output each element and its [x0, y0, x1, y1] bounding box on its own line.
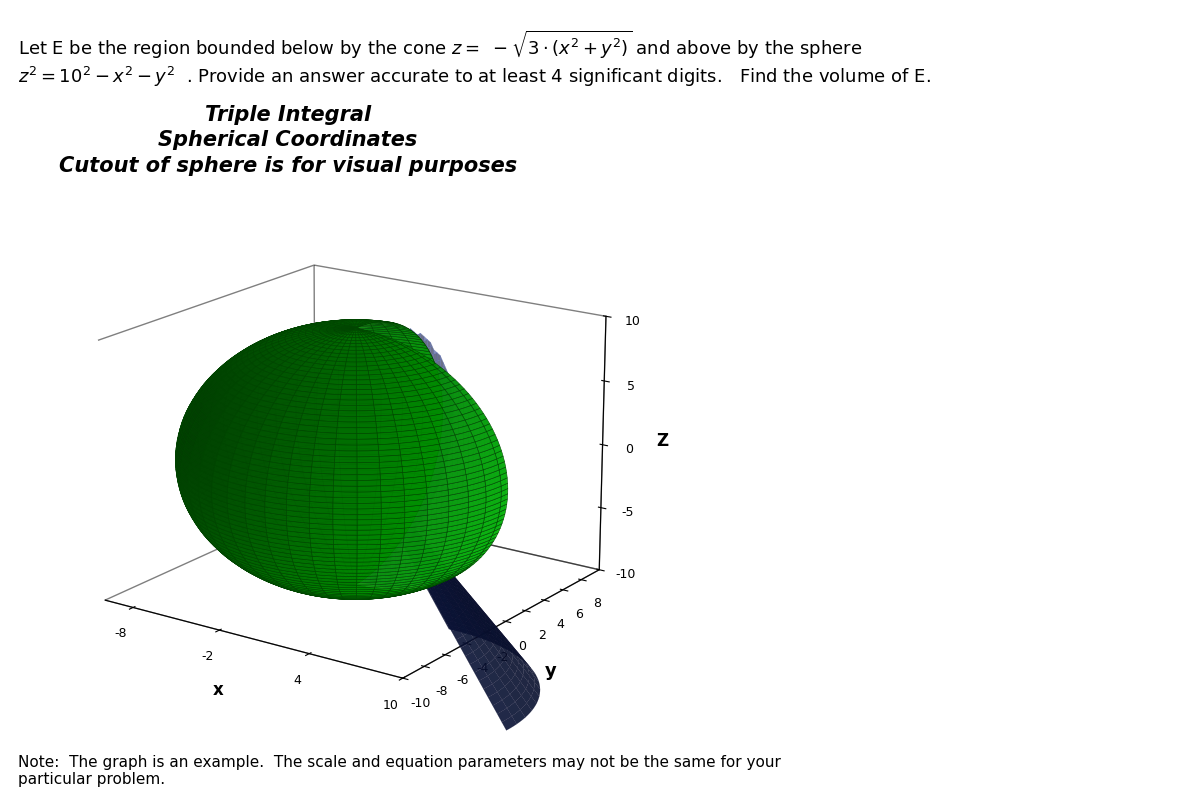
Text: Spherical Coordinates: Spherical Coordinates	[158, 130, 418, 150]
Text: Cutout of sphere is for visual purposes: Cutout of sphere is for visual purposes	[59, 156, 517, 176]
Text: $z^2 = 10^2 - x^2 - y^2$  . Provide an answer accurate to at least 4 significant: $z^2 = 10^2 - x^2 - y^2$ . Provide an an…	[18, 65, 931, 89]
Text: Let E be the region bounded below by the cone $z =\ -\sqrt{3 \cdot (x^2 + y^2)}$: Let E be the region bounded below by the…	[18, 28, 863, 61]
Text: Note:  The graph is an example.  The scale and equation parameters may not be th: Note: The graph is an example. The scale…	[18, 755, 781, 787]
X-axis label: x: x	[212, 680, 223, 699]
Y-axis label: y: y	[545, 662, 557, 680]
Text: Triple Integral: Triple Integral	[205, 105, 371, 126]
